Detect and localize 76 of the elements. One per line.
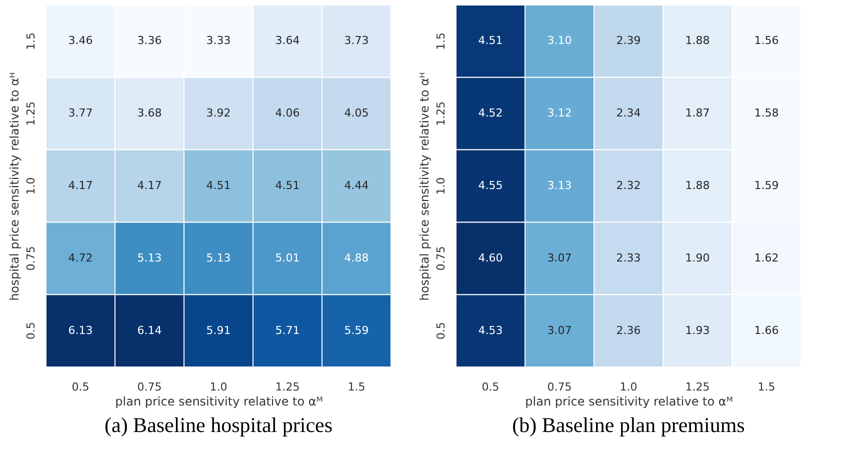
data-label: 3.64 — [275, 34, 300, 48]
data-label: 1.93 — [685, 324, 710, 337]
data-label: 2.34 — [616, 106, 641, 120]
y-tick-label: 1.0 — [24, 177, 38, 195]
data-label: 3.36 — [137, 34, 162, 48]
data-label: 4.51 — [206, 179, 231, 192]
x-tick-label: 1.0 — [620, 380, 638, 394]
y-tick-label: 1.25 — [434, 101, 448, 126]
data-label: 4.51 — [478, 34, 503, 48]
y-tick-label: 0.5 — [434, 322, 448, 340]
data-label: 1.88 — [685, 34, 710, 48]
x-axis-title: plan price sensitivity relative to αᴹ — [115, 394, 323, 408]
x-tick-label: 1.5 — [758, 380, 776, 394]
data-label: 4.17 — [68, 179, 93, 192]
y-tick-label: 0.75 — [434, 246, 448, 271]
data-label: 3.68 — [137, 106, 162, 120]
data-label: 6.14 — [137, 324, 162, 337]
data-label: 4.52 — [478, 106, 503, 120]
data-label: 3.12 — [547, 106, 572, 120]
y-tick-label: 0.75 — [24, 246, 38, 271]
data-label: 5.71 — [275, 324, 300, 337]
x-tick-label: 0.75 — [137, 380, 162, 394]
y-tick-label: 1.25 — [24, 101, 38, 126]
x-axis-title: plan price sensitivity relative to αᴹ — [525, 394, 733, 408]
data-label: 3.73 — [344, 34, 369, 48]
data-label: 5.13 — [206, 251, 231, 264]
data-label: 1.56 — [754, 34, 779, 48]
data-label: 1.59 — [754, 179, 779, 192]
data-label: 1.58 — [754, 106, 779, 120]
data-label: 1.90 — [685, 251, 710, 264]
data-label: 3.07 — [547, 251, 572, 264]
text: (b) Baseline plan premiums — [512, 413, 745, 437]
data-label: 1.62 — [754, 251, 779, 264]
data-label: 1.66 — [754, 324, 779, 337]
y-tick-label: 1.5 — [24, 32, 38, 50]
data-label: 5.59 — [344, 324, 369, 337]
data-label: 4.06 — [275, 106, 300, 120]
x-tick-label: 0.5 — [72, 380, 90, 394]
data-label: 3.92 — [206, 106, 231, 120]
y-axis-title: hospital price sensitivity relative to αᴴ — [418, 72, 432, 301]
data-label: 2.39 — [616, 34, 641, 48]
data-label: 3.77 — [68, 106, 93, 120]
data-label: 2.32 — [616, 179, 641, 192]
y-tick-label: 1.0 — [434, 177, 448, 195]
data-label: 4.72 — [68, 251, 93, 264]
data-label: 3.07 — [547, 324, 572, 337]
x-tick-label: 1.0 — [210, 380, 228, 394]
data-label: 5.13 — [137, 251, 162, 264]
data-label: 1.88 — [685, 179, 710, 192]
data-label: 4.17 — [137, 179, 162, 192]
data-label: 4.60 — [478, 251, 503, 264]
x-tick-label: 1.25 — [685, 380, 710, 394]
data-label: 6.13 — [68, 324, 93, 337]
data-label: 4.51 — [275, 179, 300, 192]
x-tick-label: 1.5 — [348, 380, 366, 394]
y-tick-label: 1.5 — [434, 32, 448, 50]
data-label: 4.05 — [344, 106, 369, 120]
text: (a) Baseline hospital prices — [104, 413, 333, 437]
data-label: 5.01 — [275, 251, 300, 264]
x-tick-label: 0.75 — [547, 380, 572, 394]
data-label: 3.33 — [206, 34, 231, 48]
data-label: 3.13 — [547, 179, 572, 192]
data-label: 3.46 — [68, 34, 93, 48]
data-label: 4.88 — [344, 251, 369, 264]
y-tick-label: 0.5 — [24, 322, 38, 340]
data-label: 4.53 — [478, 324, 503, 337]
y-axis-title: hospital price sensitivity relative to αᴴ — [8, 72, 22, 301]
x-tick-label: 0.5 — [482, 380, 500, 394]
data-label: 4.44 — [344, 179, 369, 192]
data-label: 3.10 — [547, 34, 572, 48]
data-label: 2.36 — [616, 324, 641, 337]
x-tick-label: 1.25 — [275, 380, 300, 394]
data-label: 2.33 — [616, 251, 641, 264]
data-label: 1.87 — [685, 106, 710, 120]
data-label: 4.55 — [478, 179, 503, 192]
data-label: 5.91 — [206, 324, 231, 337]
